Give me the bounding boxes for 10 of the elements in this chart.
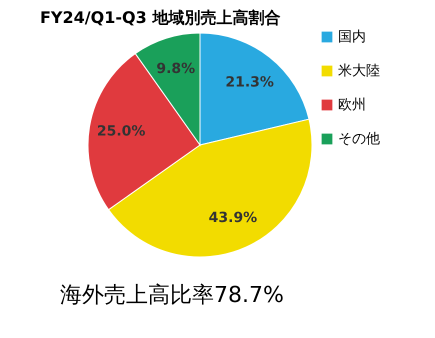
data-label: 43.9% xyxy=(208,210,258,226)
text: 海外売上高比率78.7% xyxy=(60,283,284,308)
data-label: 9.8% xyxy=(156,60,196,77)
legend-label: 米大陸 xyxy=(338,63,380,79)
data-label: 21.3% xyxy=(225,74,274,90)
legend-label: 欧州 xyxy=(338,97,366,113)
legend-label: その他 xyxy=(338,131,380,147)
chart-title: FY24/Q1-Q3 地域別売上高割合 xyxy=(40,8,280,27)
data-label: 25.0% xyxy=(96,123,146,140)
legend-label: 国内 xyxy=(338,29,366,45)
